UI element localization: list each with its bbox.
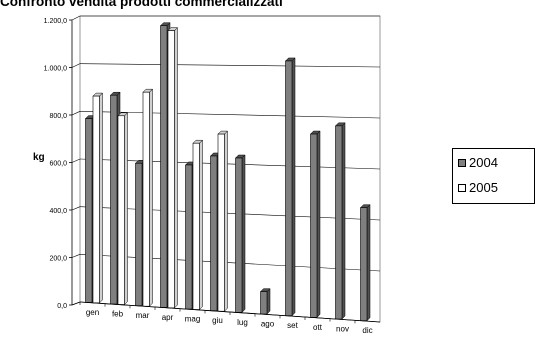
gridline [79,63,381,68]
x-tick-label: mag [185,315,201,324]
bar-2005-giu [217,133,225,312]
x-tick-label: lug [237,318,248,327]
legend-swatch-2004 [458,159,466,167]
gridline-connector [71,206,81,211]
x-tick-label: feb [112,310,124,319]
bar-side-2004-dic [366,204,371,322]
y-tick-label: 200,0 [49,256,67,263]
bar-2005-gen [92,95,100,304]
gridline [79,111,381,119]
chart-title: Confronto vendita prodotti commercializz… [0,0,283,9]
bar-side-2004-lug [241,154,246,313]
y-tick-label: 1.200,0 [44,18,67,25]
gridline [79,206,381,221]
bar-side-2005-giu [224,130,228,312]
bar-side-2004-nov [341,122,346,320]
x-tick-label: nov [336,325,349,334]
bar-2005-mar [142,91,150,307]
bar-side-2004-set [291,57,296,317]
y-tick-label: 1.000,0 [44,66,67,73]
bar-side-2005-mar [149,88,153,307]
bar-side-2004-ott [316,130,321,318]
bar-2004-mar [135,162,143,306]
bar-2005-mag [192,142,200,310]
bar-side-2005-mag [199,139,203,311]
bar-2005-feb [117,115,125,305]
y-tick-label: 0,0 [57,303,67,310]
bar-side-2005-apr [174,26,178,309]
x-axis [79,301,381,323]
gridline-connector [71,63,81,68]
bar-2004-feb [110,94,118,305]
x-tick-label: ago [261,320,275,329]
y-tick-label: 400,0 [49,208,67,215]
y-tick-label: 600,0 [49,161,67,168]
x-tick-label: dic [362,326,372,335]
bar-2004-apr [160,25,168,308]
x-tick-label: giu [212,316,223,325]
bar-2004-ott [310,133,318,318]
x-tick-label: gen [86,308,99,317]
legend: 2004 2005 [452,148,535,204]
y-axis-label: kg [33,152,45,163]
bar-2005-apr [167,30,175,309]
x-tick-label: mar [136,311,150,320]
bar-2004-giu [210,155,218,311]
gridline-connector [71,111,81,116]
legend-label-2005: 2005 [469,180,498,195]
bar-2004-gen [85,118,93,303]
bar-2004-ago [260,291,268,315]
x-axis-floor-left [71,301,81,306]
bar-2004-lug [235,157,243,313]
x-tick-label: apr [162,313,174,322]
bar-2004-set [285,60,293,316]
bar-side-2005-gen [99,92,103,304]
bar-2004-dic [360,207,368,321]
bar-side-2004-ago [266,288,271,315]
bar-2004-mag [185,164,193,310]
gridline-connector [71,254,81,258]
x-tick-label: set [287,321,298,330]
gridline-connector [71,15,81,21]
legend-label-2004: 2004 [469,155,498,170]
gridline [79,254,381,272]
x-tick-label: ott [313,323,323,332]
gridline [79,158,381,170]
bar-side-2005-feb [124,112,128,306]
gridline-connector [71,158,81,163]
y-tick-label: 800,0 [49,113,67,120]
legend-swatch-2005 [458,184,466,192]
bar-2004-nov [335,125,343,320]
